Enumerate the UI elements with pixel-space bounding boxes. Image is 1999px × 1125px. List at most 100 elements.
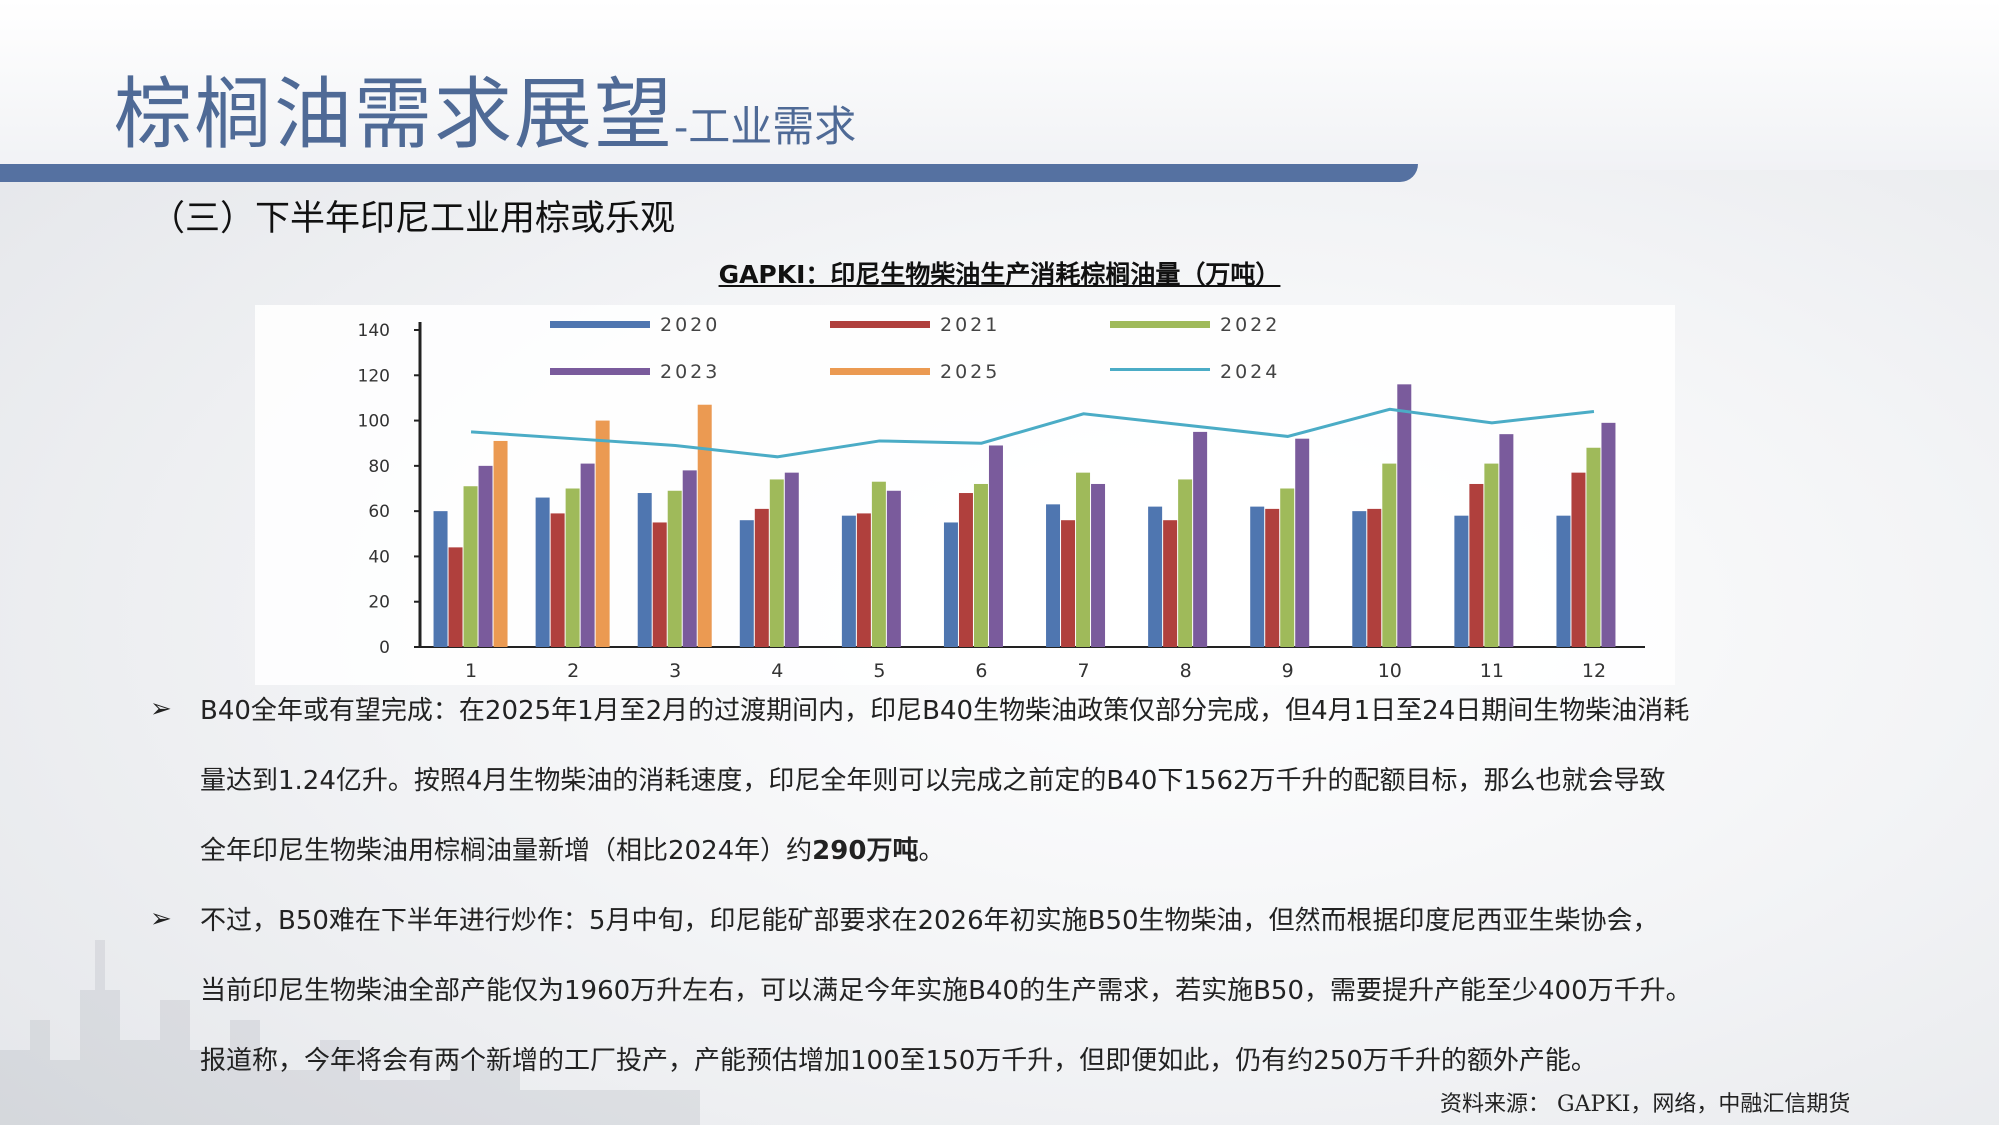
- bar-2021: [856, 513, 871, 647]
- highlight-value: 290万吨: [812, 836, 919, 866]
- bar-2020: [535, 497, 550, 647]
- bar-2023: [784, 472, 799, 647]
- bullet-icon: ➢: [150, 694, 172, 724]
- bar-2023: [1193, 431, 1208, 647]
- legend-swatch-2025: [830, 368, 930, 375]
- y-tick-label: 20: [368, 593, 390, 613]
- legend-swatch-2024: [1110, 368, 1210, 371]
- bar-2020: [841, 515, 856, 647]
- bar-2020: [637, 493, 652, 647]
- bar-2021: [958, 493, 973, 647]
- bar-2020: [1454, 515, 1469, 647]
- chart-title: GAPKI：印尼生物柴油生产消耗棕榈油量（万吨）: [718, 260, 1281, 289]
- x-tick-label: 8: [1180, 660, 1192, 682]
- bullet-icon: ➢: [150, 904, 172, 934]
- bar-2021: [1061, 520, 1076, 647]
- bar-2023: [580, 463, 595, 647]
- bar-2023: [1499, 434, 1514, 647]
- legend-label: 2020: [660, 314, 720, 336]
- x-tick-label: 5: [873, 660, 885, 682]
- paragraph-line: 不过，B50难在下半年进行炒作：5月中旬，印尼能矿部要求在2026年初实施B50…: [200, 906, 1659, 936]
- bar-2020: [739, 520, 754, 647]
- bar-2020: [1352, 511, 1367, 647]
- legend-label: 2025: [940, 361, 1000, 383]
- x-tick-label: 1: [465, 660, 477, 682]
- line-text: 。: [918, 836, 945, 866]
- paragraph-line: 量达到1.24亿升。按照4月生物柴油的消耗速度，印尼全年则可以完成之前定的B40…: [200, 766, 1666, 796]
- paragraph-line: 全年印尼生物柴油用棕榈油量新增（相比2024年）约290万吨。: [200, 816, 1880, 886]
- paragraph-line: B40全年或有望完成：在2025年1月至2月的过渡期间内，印尼B40生物柴油政策…: [200, 696, 1690, 726]
- x-tick-label: 6: [975, 660, 987, 682]
- header-band: [0, 0, 1999, 170]
- paragraph-b50: 不过，B50难在下半年进行炒作：5月中旬，印尼能矿部要求在2026年初实施B50…: [200, 886, 1880, 1096]
- legend-label: 2024: [1220, 361, 1280, 383]
- bar-2022: [1382, 463, 1397, 647]
- legend-swatch-2023: [550, 368, 650, 375]
- bar-2021: [1367, 508, 1382, 647]
- y-tick-label: 0: [379, 638, 390, 658]
- bar-2021: [1571, 472, 1586, 647]
- bar-2020: [433, 511, 448, 647]
- bar-2022: [1280, 488, 1295, 647]
- legend-swatch-2021: [830, 321, 930, 328]
- bar-2020: [1148, 506, 1163, 647]
- bar-2025: [493, 440, 508, 647]
- bar-2021: [1163, 520, 1178, 647]
- bar-2022: [565, 488, 580, 647]
- x-tick-label: 7: [1077, 660, 1089, 682]
- bar-2022: [1076, 472, 1091, 647]
- legend-swatch-2022: [1110, 321, 1210, 328]
- legend-swatch-2020: [550, 321, 650, 328]
- title-underline-bar: [0, 164, 1418, 182]
- bar-2020: [943, 522, 958, 647]
- legend-label: 2023: [660, 361, 720, 383]
- bar-2021: [1469, 483, 1484, 647]
- y-tick-label: 140: [358, 321, 390, 341]
- y-tick-label: 40: [368, 547, 390, 567]
- x-tick-label: 11: [1480, 660, 1504, 682]
- title-main: 棕榈油需求展望: [114, 70, 675, 160]
- bar-2021: [652, 522, 667, 647]
- x-tick-label: 9: [1282, 660, 1294, 682]
- title-sub: -工业需求: [674, 102, 857, 151]
- bar-2022: [667, 490, 682, 647]
- bar-2023: [1601, 422, 1616, 647]
- bar-2021: [448, 547, 463, 647]
- x-tick-label: 10: [1378, 660, 1402, 682]
- bar-2022: [1178, 479, 1193, 647]
- x-tick-label: 4: [771, 660, 783, 682]
- y-tick-label: 100: [358, 412, 390, 432]
- bar-2022: [463, 486, 478, 647]
- city-skyline-decoration: [0, 940, 700, 1125]
- line-text: 全年印尼生物柴油用棕榈油量新增（相比2024年）约: [200, 836, 813, 866]
- y-tick-label: 80: [368, 457, 390, 477]
- bar-2023: [478, 465, 493, 647]
- bar-2023: [1295, 438, 1310, 647]
- y-tick-label: 60: [368, 502, 390, 522]
- bar-2022: [1484, 463, 1499, 647]
- bar-2021: [550, 513, 565, 647]
- paragraph-line: 报道称，今年将会有两个新增的工厂投产，产能预估增加100至150万千升，但即便如…: [200, 1046, 1597, 1076]
- section-subtitle: （三）下半年印尼工业用棕或乐观: [150, 199, 676, 239]
- legend-label: 2022: [1220, 314, 1280, 336]
- bar-2020: [1556, 515, 1571, 647]
- bar-2022: [871, 481, 886, 647]
- bar-2022: [973, 483, 988, 647]
- bar-2025: [595, 420, 610, 647]
- bar-2023: [886, 490, 901, 647]
- source-note: 资料来源： GAPKI，网络，中融汇信期货: [1440, 1092, 1851, 1117]
- bar-2020: [1250, 506, 1265, 647]
- bar-2023: [682, 470, 697, 647]
- chart-title-wrap: GAPKI：印尼生物柴油生产消耗棕榈油量（万吨）: [0, 255, 1999, 291]
- paragraph-line: 当前印尼生物柴油全部产能仅为1960万升左右，可以满足今年实施B40的生产需求，…: [200, 976, 1692, 1006]
- x-tick-label: 3: [669, 660, 681, 682]
- bar-2023: [1397, 384, 1412, 647]
- line-2024: [470, 407, 1595, 459]
- page-title: 棕榈油需求展望-工业需求: [114, 52, 856, 164]
- bar-2021: [1265, 508, 1280, 647]
- x-tick-label: 2: [567, 660, 579, 682]
- legend-label: 2021: [940, 314, 1000, 336]
- bar-2023: [1091, 483, 1106, 647]
- bar-2025: [697, 404, 712, 647]
